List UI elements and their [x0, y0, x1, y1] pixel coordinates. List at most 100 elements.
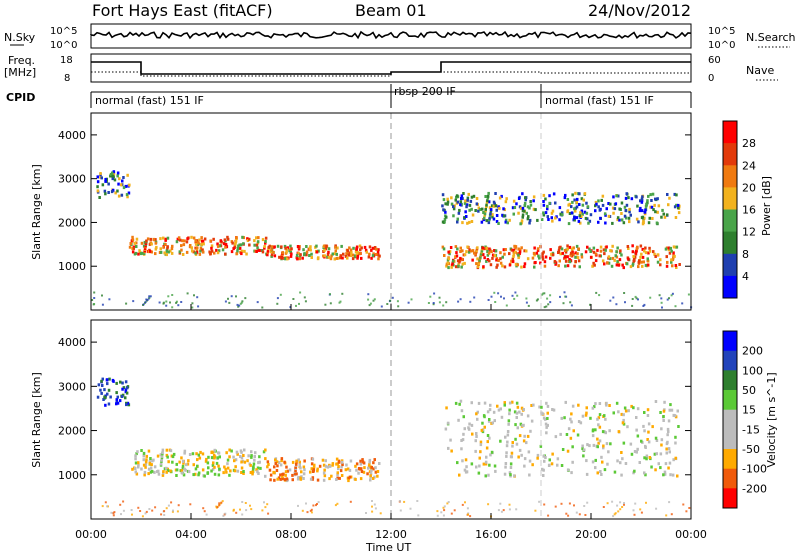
range-cell [324, 247, 328, 251]
range-cell [257, 472, 260, 475]
range-cell [223, 465, 226, 469]
scatter-cell [467, 513, 469, 516]
range-cell [164, 466, 168, 470]
range-cell [647, 221, 651, 225]
range-cell [274, 462, 277, 465]
range-cell [509, 473, 512, 477]
range-cell [618, 258, 622, 262]
scatter-cell [176, 510, 179, 513]
range-cell [326, 253, 330, 256]
range-cell [673, 254, 676, 258]
range-cell [520, 453, 523, 457]
scatter-cell [631, 298, 634, 300]
range-cell [571, 250, 574, 254]
range-cell [518, 448, 522, 452]
range-cell [586, 217, 589, 221]
range-cell [577, 420, 581, 423]
range-cell [622, 221, 626, 225]
range-cell [263, 245, 266, 248]
range-cell [471, 249, 475, 253]
range-cell [645, 202, 648, 206]
scatter-cell [101, 294, 103, 297]
range-cell [552, 408, 556, 412]
range-cell [637, 220, 640, 224]
range-cell [355, 246, 358, 250]
range-cell [492, 204, 496, 208]
range-cell [243, 460, 247, 464]
range-cell [567, 427, 571, 431]
scatter-cell [668, 297, 670, 300]
range-cell [200, 236, 203, 240]
range-cell [268, 468, 272, 472]
range-cell [449, 246, 453, 249]
range-cell [371, 477, 375, 480]
range-cell [137, 463, 140, 467]
range-cell [607, 255, 611, 259]
range-cell [253, 243, 256, 247]
range-cell [96, 395, 100, 399]
range-cell [518, 252, 521, 255]
range-cell [362, 470, 366, 474]
range-cell [308, 246, 312, 250]
range-cell [197, 473, 200, 477]
range-cell [611, 256, 615, 260]
range-cell [226, 237, 230, 241]
range-cell [298, 463, 301, 467]
scatter-cell [615, 303, 618, 306]
scatter-cell [549, 294, 552, 297]
range-cell [584, 216, 588, 220]
scatter-cell [658, 294, 661, 297]
range-cell [515, 416, 518, 419]
range-cell [377, 253, 380, 257]
range-cell [142, 463, 146, 467]
scatter-cell [175, 300, 178, 303]
range-cell [518, 250, 522, 254]
range-cell [133, 241, 136, 245]
range-cell [315, 244, 318, 248]
range-cell [459, 399, 463, 403]
range-cell [331, 463, 334, 467]
range-cell [466, 245, 469, 249]
range-cell [135, 241, 138, 245]
range-cell [603, 468, 607, 472]
scatter-cell [112, 512, 115, 515]
scatter-cell [241, 300, 244, 303]
scatter-cell [450, 512, 453, 515]
range-cell [668, 408, 671, 412]
range-cell [542, 213, 546, 217]
range-cell [349, 248, 353, 252]
range-cell [100, 391, 103, 395]
colorbar-tick: 200 [742, 345, 763, 358]
range-cell [644, 246, 647, 250]
range-cell [269, 250, 273, 254]
range-cell [154, 247, 158, 251]
range-cell [493, 249, 496, 252]
scatter-cell [371, 505, 373, 508]
range-cell [677, 203, 680, 207]
scatter-cell [122, 500, 125, 503]
scatter-cell [316, 503, 318, 505]
range-cell [295, 459, 298, 463]
range-cell [213, 448, 216, 452]
range-cell [647, 422, 651, 426]
range-cell [104, 192, 107, 196]
range-cell [122, 186, 126, 190]
range-cell [523, 262, 527, 266]
colorbar-swatch [723, 370, 737, 391]
range-cell [583, 192, 587, 196]
range-cell [356, 250, 359, 254]
range-cell [659, 258, 662, 262]
range-cell [547, 218, 550, 221]
range-cell [511, 444, 514, 448]
range-cell [608, 429, 611, 433]
range-cell [316, 469, 319, 473]
range-cell [560, 416, 563, 420]
range-cell [665, 447, 668, 451]
range-cell [485, 246, 488, 250]
range-cell [578, 265, 581, 269]
range-cell [578, 214, 582, 218]
range-cell [542, 474, 545, 477]
cpid-label: CPID [6, 91, 35, 104]
range-cell [142, 458, 145, 462]
